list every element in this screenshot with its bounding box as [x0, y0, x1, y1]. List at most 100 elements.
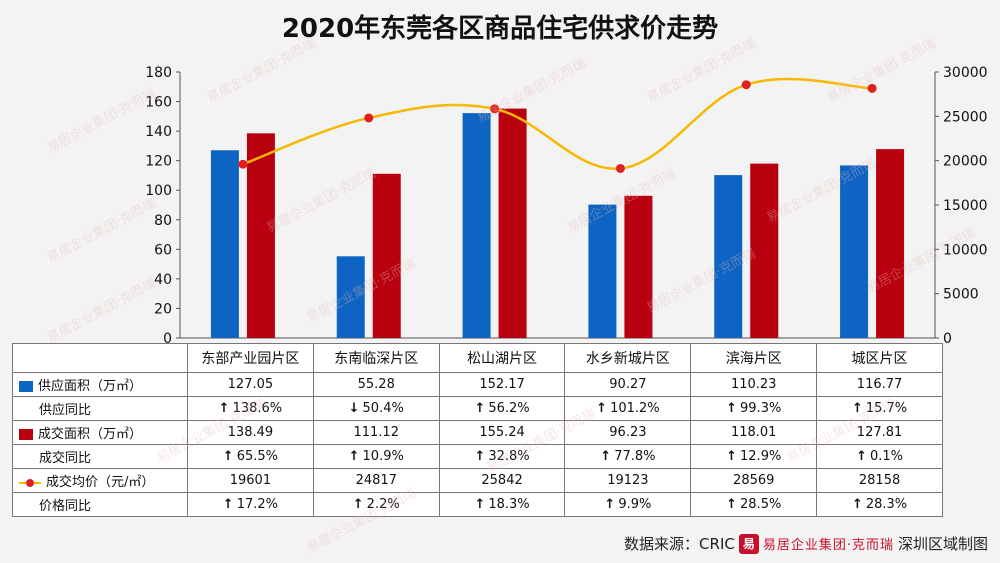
table-cell: ↑ 10.9%: [312, 444, 440, 469]
change-value: 2.2%: [366, 497, 400, 512]
table-cell: ↑ 32.8%: [438, 444, 566, 469]
price-point: [364, 113, 374, 123]
y-tick-label-left: 120: [145, 154, 172, 170]
change-value: 99.3%: [740, 401, 782, 416]
source-note: 数据来源：CRIC 易 易居企业集团·克而瑞 深圳区域制图: [624, 533, 988, 554]
change-value: 138.6%: [232, 401, 283, 416]
table-cell: 28158: [816, 468, 943, 493]
row-label-text: 成交同比: [39, 451, 92, 466]
arrow-down-icon: ↓: [348, 401, 360, 416]
table-cell: ↑ 28.5%: [690, 492, 818, 517]
row-label-text: 成交面积（万㎡）: [38, 427, 143, 442]
table-cell: ↑ 28.3%: [816, 492, 943, 517]
table-cell: 155.24: [438, 420, 566, 445]
y-tick-label-right: 5000: [943, 287, 979, 303]
category-label: 滨海片区: [690, 343, 818, 373]
arrow-up-icon: ↑: [726, 497, 738, 512]
legend-swatch-icon: [19, 429, 33, 440]
table-cell: ↑ 65.5%: [187, 444, 314, 469]
y-tick-label-left: 60: [154, 242, 172, 258]
y-tick-label-left: 180: [145, 65, 172, 81]
change-value: 18.3%: [488, 497, 530, 512]
category-label: 东南临深片区: [312, 343, 440, 373]
price-point: [238, 159, 248, 169]
row-label: 成交面积（万㎡）: [12, 420, 188, 445]
y-tick-label-left: 160: [145, 95, 172, 111]
row-label-text: 供应面积（万㎡）: [38, 379, 143, 394]
table-cell: 24817: [312, 468, 440, 493]
row-label: 成交同比: [12, 444, 188, 469]
table-cell: ↑ 101.2%: [564, 396, 692, 421]
change-value: 65.5%: [236, 449, 279, 464]
table-cell: 90.27: [564, 372, 692, 397]
change-value: 32.8%: [488, 449, 530, 464]
source-suffix: 深圳区域制图: [897, 535, 988, 553]
table-cell: ↑ 0.1%: [816, 444, 943, 469]
table-cell: ↑ 18.3%: [438, 492, 566, 517]
row-label-text: 成交均价（元/㎡）: [46, 475, 155, 490]
change-value: 10.9%: [362, 449, 404, 464]
category-label: 水乡新城片区: [564, 343, 692, 373]
table-row: 供应面积（万㎡） 127.05 55.28 152.17 90.27 110.23 116.…: [12, 372, 943, 397]
table-cell: ↑ 77.8%: [564, 444, 692, 469]
deal-bar: [372, 173, 401, 338]
supply-bar: [462, 113, 491, 338]
chart-title: 2020年东莞各区商品住宅供求价走势: [281, 14, 719, 44]
arrow-up-icon: ↑: [851, 401, 863, 416]
change-value: 77.8%: [614, 449, 656, 464]
data-table: 东部产业园片区 东南临深片区 松山湖片区 水乡新城片区 滨海片区 城区片区 供应面积（万㎡）…: [12, 343, 943, 517]
arrow-up-icon: ↑: [726, 401, 738, 416]
price-point: [867, 83, 877, 93]
supply-bar: [588, 204, 617, 338]
table-cell: 19123: [564, 468, 692, 493]
chart-bars: [210, 108, 905, 338]
arrow-up-icon: ↑: [474, 401, 486, 416]
row-label: 供应同比: [12, 396, 188, 421]
change-value: 101.2%: [610, 401, 660, 416]
supply-bar: [210, 150, 239, 338]
table-cell: 111.12: [312, 420, 440, 445]
price-point: [741, 80, 751, 90]
table-cell: ↑ 2.2%: [312, 492, 440, 517]
y-tick-label-left: 140: [145, 124, 172, 140]
arrow-up-icon: ↑: [348, 449, 360, 464]
change-value: 56.2%: [488, 401, 530, 416]
legend-swatch-icon: [19, 381, 33, 392]
y-tick-label-right: 10000: [943, 242, 988, 258]
supply-bar: [840, 165, 869, 338]
table-cell: 96.23: [564, 420, 692, 445]
change-value: 28.5%: [740, 497, 782, 512]
change-value: 15.7%: [865, 401, 908, 416]
table-cell: 28569: [690, 468, 818, 493]
arrow-up-icon: ↑: [851, 497, 863, 512]
table-cell: 127.05: [187, 372, 314, 397]
y-tick-label-left: 0: [163, 331, 172, 345]
table-cell: ↑ 9.9%: [564, 492, 692, 517]
category-label: 城区片区: [816, 343, 943, 373]
table-row: 成交面积（万㎡） 138.49 111.12 155.24 96.23 118.01 127…: [12, 420, 943, 445]
y-tick-label-right: 0: [943, 331, 952, 345]
table-cell: ↑ 12.9%: [690, 444, 818, 469]
supply-bar: [336, 256, 365, 338]
category-label: 松山湖片区: [438, 343, 566, 373]
table-cell: 116.77: [816, 372, 943, 397]
table-cell: 127.81: [816, 420, 943, 445]
row-label: 价格同比: [12, 492, 188, 517]
arrow-up-icon: ↑: [856, 449, 867, 464]
y-tick-label-right: 25000: [943, 109, 988, 125]
row-label: 供应面积（万㎡）: [12, 372, 188, 397]
arrow-up-icon: ↑: [596, 401, 608, 416]
table-cell: 110.23: [690, 372, 818, 397]
chart-plot: 0 20 40 60 80 100 120 140 160 180 0 5000 10000 15000 2…: [145, 65, 988, 345]
change-value: 17.2%: [236, 497, 279, 512]
row-label-text: 价格同比: [39, 499, 92, 514]
supply-bar: [714, 175, 743, 338]
table-row: 价格同比 ↑ 17.2% ↑ 2.2% ↑ 18.3% ↑ 9.9% ↑ 28.5% ↑ 28.3%: [12, 492, 943, 517]
table-cell: 19601: [187, 468, 314, 493]
change-value: 12.9%: [740, 449, 782, 464]
arrow-up-icon: ↑: [218, 401, 230, 416]
table-cell: 152.17: [438, 372, 566, 397]
source-prefix: 数据来源：CRIC: [624, 535, 735, 553]
table-cell: 25842: [438, 468, 566, 493]
y-tick-label-left: 40: [154, 272, 172, 288]
